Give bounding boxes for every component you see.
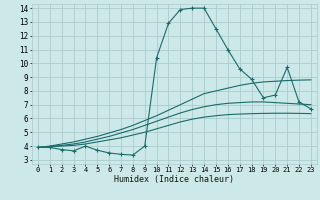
X-axis label: Humidex (Indice chaleur): Humidex (Indice chaleur) <box>115 175 234 184</box>
